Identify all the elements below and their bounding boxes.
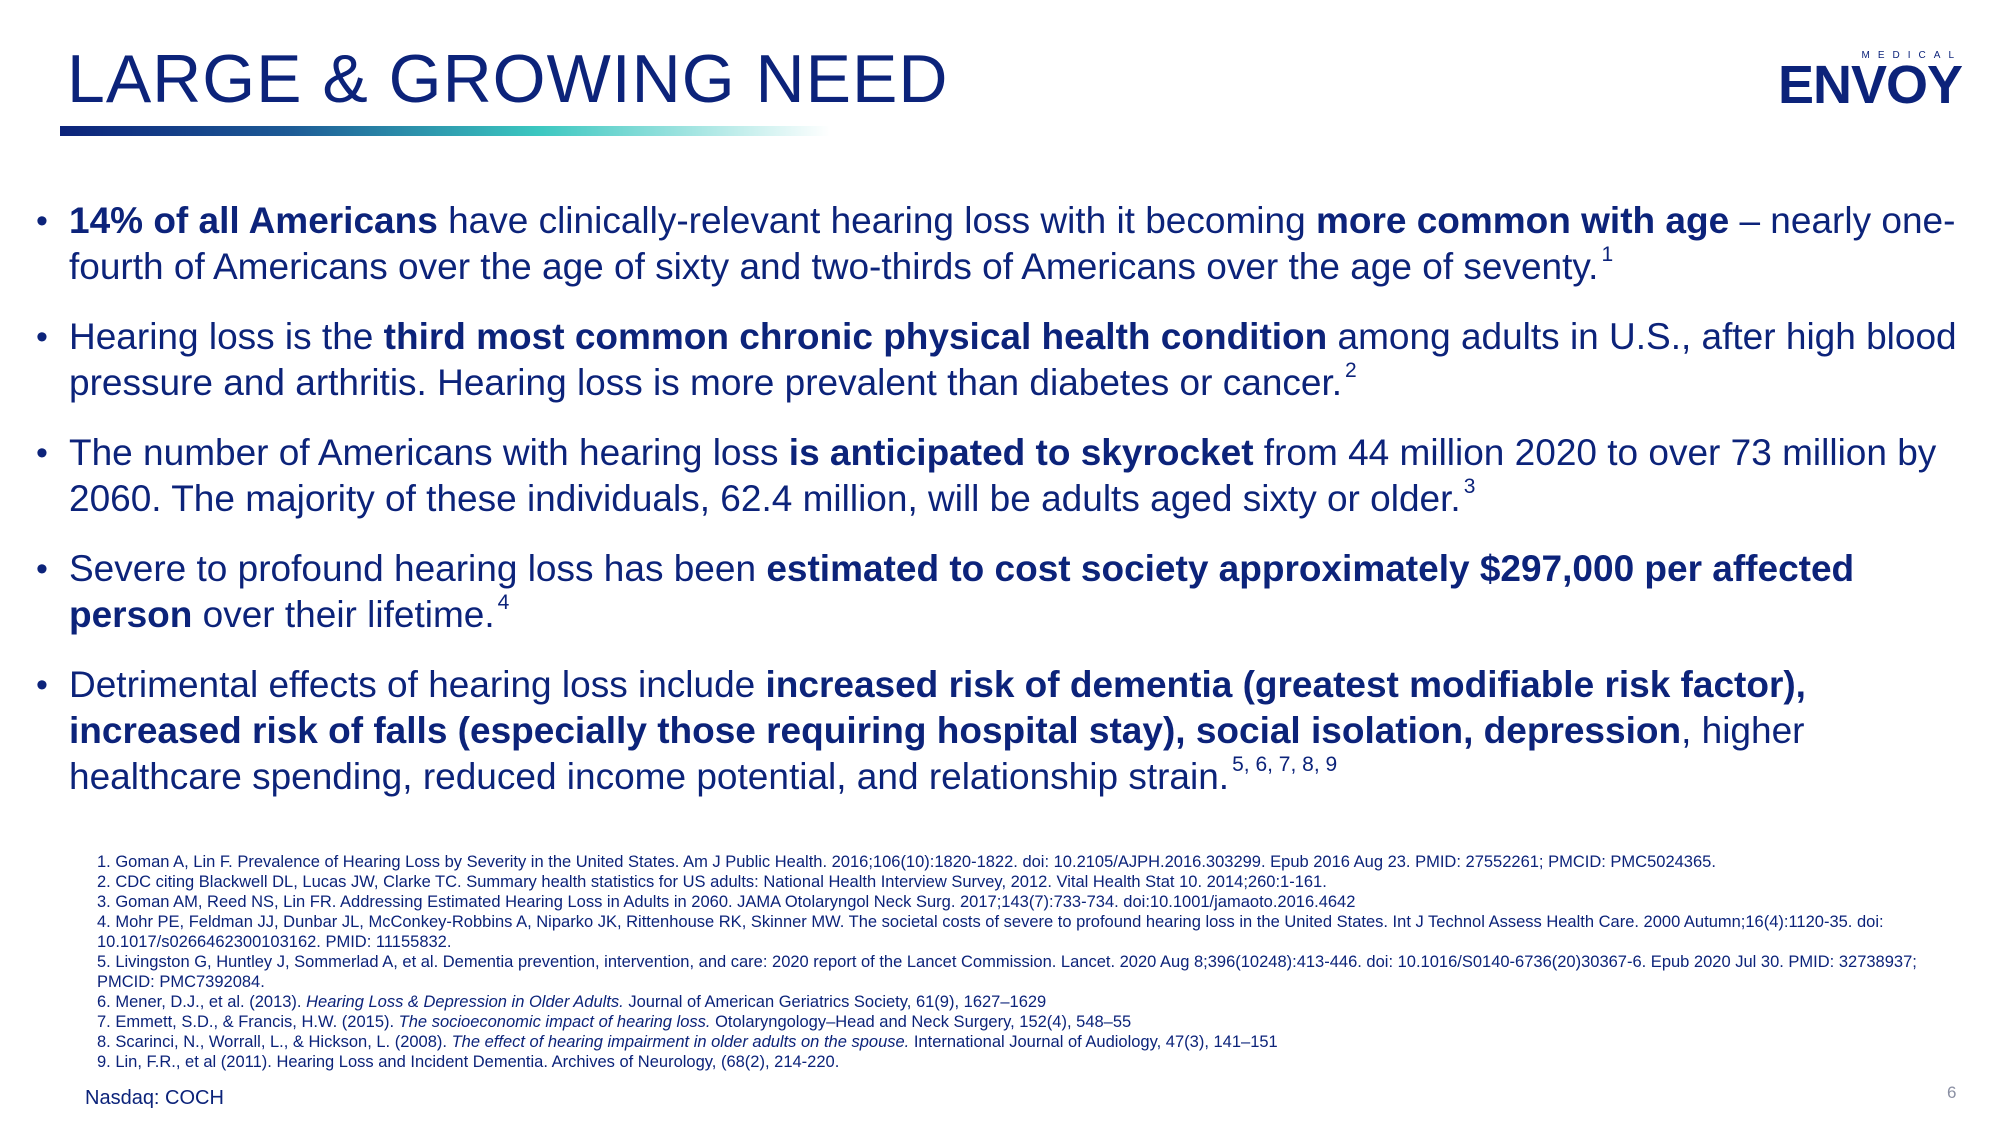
bullet-text: Detrimental effects of hearing loss incl… [69, 664, 766, 705]
bullet-dot-icon: • [36, 434, 48, 472]
bullet-item: • The number of Americans with hearing lo… [36, 430, 1966, 522]
reference-text: 7. Emmett, S.D., & Francis, H.W. (2015). [97, 1013, 399, 1031]
citation-superscript: 1 [1601, 243, 1614, 266]
bullet-bold: more common with age [1315, 200, 1730, 241]
reference-text: 5. Livingston G, Huntley J, Sommerlad A,… [97, 953, 1917, 991]
bullet-list: • 14% of all Americans have clinically-re… [36, 198, 1966, 824]
reference-item: 5. Livingston G, Huntley J, Sommerlad A,… [97, 952, 1977, 992]
citation-superscript: 4 [497, 591, 510, 614]
bullet-text: Severe to profound hearing loss has been [69, 548, 767, 589]
bullet-dot-icon: • [36, 666, 48, 704]
bullet-text: among adults in U.S., after high blood p… [69, 316, 1957, 403]
reference-title: Hearing Loss & Depression in Older Adult… [306, 993, 624, 1011]
bullet-text: Hearing loss is the [69, 316, 384, 357]
reference-item: 1. Goman A, Lin F. Prevalence of Hearing… [97, 852, 1977, 872]
reference-item: 2. CDC citing Blackwell DL, Lucas JW, Cl… [97, 872, 1977, 892]
bullet-item: • Hearing loss is the third most common c… [36, 314, 1966, 406]
bullet-text: from 44 million 2020 to over 73 million … [69, 432, 1937, 519]
page-number: 6 [1947, 1083, 1957, 1102]
reference-text: 2. CDC citing Blackwell DL, Lucas JW, Cl… [97, 873, 1327, 891]
reference-item: 3. Goman AM, Reed NS, Lin FR. Addressing… [97, 892, 1977, 912]
bullet-bold: third most common chronic physical healt… [383, 316, 1328, 357]
reference-item: 4. Mohr PE, Feldman JJ, Dunbar JL, McCon… [97, 912, 1977, 952]
bullet-dot-icon: • [36, 550, 48, 588]
bullet-text: – nearly one-fourth of Americans over th… [69, 200, 1956, 287]
bullet-text: have clinically-relevant hearing loss wi… [437, 200, 1316, 241]
bullet-bold: increased risk of dementia (greatest mod… [69, 664, 1806, 751]
reference-text: 9. Lin, F.R., et al (2011). Hearing Loss… [97, 1053, 840, 1071]
citation-superscript: 3 [1463, 475, 1476, 498]
reference-item: 8. Scarinci, N., Worrall, L., & Hickson,… [97, 1032, 1977, 1052]
reference-text: 3. Goman AM, Reed NS, Lin FR. Addressing… [97, 893, 1356, 911]
references: 1. Goman A, Lin F. Prevalence of Hearing… [97, 852, 1977, 1072]
bullet-bold: estimated to cost society approximately … [69, 548, 1855, 635]
bullet-bold: is anticipated to skyrocket [788, 432, 1254, 473]
logo-wordmark: ENVOY [1777, 55, 1963, 115]
bullet-item: • 14% of all Americans have clinically-re… [36, 198, 1966, 290]
reference-text: 4. Mohr PE, Feldman JJ, Dunbar JL, McCon… [97, 913, 1884, 951]
bullet-item: • Detrimental effects of hearing loss inc… [36, 662, 1966, 800]
reference-text: Otolaryngology–Head and Neck Surgery, 15… [710, 1013, 1132, 1031]
stock-ticker: Nasdaq: COCH [85, 1087, 224, 1109]
bullet-text: , higher healthcare spending, reduced in… [69, 710, 1805, 797]
envoy-medical-logo: MEDICAL ENVOY [1778, 50, 1963, 115]
title-underline [60, 126, 830, 136]
reference-text: 6. Mener, D.J., et al. (2013). [97, 993, 307, 1011]
reference-text: 1. Goman A, Lin F. Prevalence of Hearing… [97, 853, 1716, 871]
citation-superscript: 5, 6, 7, 8, 9 [1232, 753, 1338, 776]
reference-text: International Journal of Audiology, 47(3… [909, 1033, 1278, 1051]
reference-item: 6. Mener, D.J., et al. (2013). Hearing L… [97, 992, 1977, 1012]
bullet-item: • Severe to profound hearing loss has bee… [36, 546, 1966, 638]
logo-medical-text: MEDICAL [1861, 50, 1962, 61]
reference-title: The effect of hearing impairment in olde… [451, 1033, 910, 1051]
page-title: LARGE & GROWING NEED [67, 41, 949, 117]
reference-text: Journal of American Geriatrics Society, … [623, 993, 1047, 1011]
bullet-bold: 14% of all Americans [69, 200, 438, 241]
reference-title: The socioeconomic impact of hearing loss… [398, 1013, 711, 1031]
bullet-dot-icon: • [36, 202, 48, 240]
reference-text: 8. Scarinci, N., Worrall, L., & Hickson,… [97, 1033, 452, 1051]
reference-item: 9. Lin, F.R., et al (2011). Hearing Loss… [97, 1052, 1977, 1072]
reference-item: 7. Emmett, S.D., & Francis, H.W. (2015).… [97, 1012, 1977, 1032]
bullet-text: The number of Americans with hearing los… [69, 432, 789, 473]
citation-superscript: 2 [1345, 359, 1357, 382]
bullet-dot-icon: • [36, 318, 48, 356]
bullet-text: over their lifetime. [192, 594, 495, 635]
